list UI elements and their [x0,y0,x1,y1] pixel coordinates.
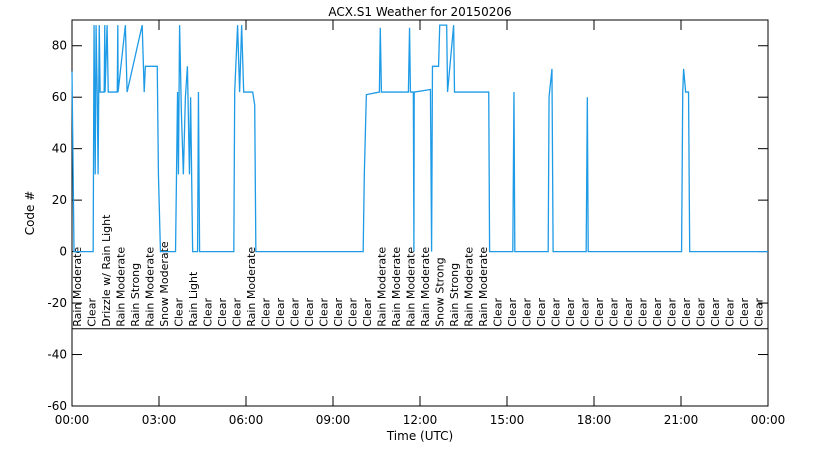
annotation: Clear [724,298,737,327]
annotation: Clear [579,298,592,327]
annotation: Rain Moderate [463,247,476,327]
y-tick-label: 0 [59,245,67,259]
annotation: Clear [173,298,186,327]
annotation: Clear [216,298,229,327]
annotation: Clear [347,298,360,327]
annotation: Clear [564,298,577,327]
annotation: Clear [202,298,215,327]
annotation: Clear [738,298,751,327]
annotation: Clear [608,298,621,327]
x-tick-label: 03:00 [142,413,177,427]
annotation: Clear [361,298,374,327]
x-tick-label: 06:00 [229,413,264,427]
annotation: Snow Strong [434,257,447,326]
x-tick-label: 15:00 [490,413,525,427]
annotation: Rain Light [187,271,200,327]
annotation: Rain Moderate [477,247,490,327]
annotation: Drizzle w/ Rain Light [100,214,113,327]
annotation: Clear [303,298,316,327]
y-tick-label: 40 [52,142,67,156]
y-tick-label: 20 [52,193,67,207]
annotation: Rain Strong [448,263,461,327]
y-tick-label: -60 [47,399,67,413]
annotation: Clear [622,298,635,327]
annotation: Clear [506,298,519,327]
x-axis-label: Time (UTC) [386,429,453,443]
annotation: Rain Moderate [115,247,128,327]
x-tick-label: 18:00 [577,413,612,427]
annotation: Clear [289,298,302,327]
annotation: Clear [680,298,693,327]
annotation: Rain Moderate [71,247,84,327]
annotation: Rain Moderate [376,247,389,327]
annotation: Clear [753,298,766,327]
annotation: Rain Moderate [144,247,157,327]
x-tick-label: 21:00 [664,413,699,427]
annotation: Clear [492,298,505,327]
annotation: Rain Moderate [405,247,418,327]
annotation: Clear [666,298,679,327]
annotation: Clear [535,298,548,327]
y-tick-label: 60 [52,90,67,104]
annotation: Clear [593,298,606,327]
annotation: Clear [695,298,708,327]
y-tick-label: -20 [47,296,67,310]
annotation: Clear [550,298,563,327]
annotation: Clear [260,298,273,327]
data-line [71,24,768,253]
annotation: Clear [637,298,650,327]
annotation: Clear [651,298,664,327]
annotation: Snow Moderate [158,241,171,327]
x-tick-label: 09:00 [316,413,351,427]
annotation: Rain Moderate [419,247,432,327]
annotation: Clear [709,298,722,327]
annotation: Rain Moderate [245,247,258,327]
y-axis-label: Code # [23,191,37,236]
annotation: Rain Strong [129,263,142,327]
annotation: Clear [86,298,99,327]
chart-title: ACX.S1 Weather for 20150206 [328,5,511,19]
annotation: Clear [521,298,534,327]
annotation: Clear [274,298,287,327]
x-tick-label: 00:00 [55,413,90,427]
annotation: Clear [332,298,345,327]
y-tick-label: -40 [47,348,67,362]
annotation: Rain Moderate [390,247,403,327]
annotation: Clear [231,298,244,327]
x-tick-label: 00:00 [751,413,786,427]
annotation: Clear [318,298,331,327]
x-tick-label: 12:00 [403,413,438,427]
y-tick-label: 80 [52,39,67,53]
